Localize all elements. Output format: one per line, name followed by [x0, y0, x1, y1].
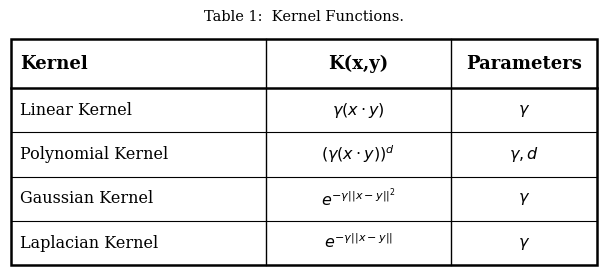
Text: $e^{-\gamma||x-y||}$: $e^{-\gamma||x-y||}$	[323, 234, 393, 252]
Bar	[11, 39, 597, 265]
Text: Parameters: Parameters	[466, 55, 582, 73]
Text: Gaussian Kernel: Gaussian Kernel	[20, 190, 153, 207]
Text: Table 1:  Kernel Functions.: Table 1: Kernel Functions.	[204, 10, 404, 23]
Text: $(\gamma(x \cdot y))^d$: $(\gamma(x \cdot y))^d$	[321, 144, 395, 165]
Text: $\gamma$: $\gamma$	[517, 234, 530, 252]
Text: K(x,y): K(x,y)	[328, 55, 389, 73]
Text: $\gamma, d$: $\gamma, d$	[509, 145, 539, 164]
Text: Polynomial Kernel: Polynomial Kernel	[20, 146, 168, 163]
Text: Linear Kernel: Linear Kernel	[20, 102, 132, 119]
Text: $e^{-\gamma||x-y||^2}$: $e^{-\gamma||x-y||^2}$	[321, 187, 396, 210]
Text: $\gamma$: $\gamma$	[517, 102, 530, 119]
Text: $\gamma(x \cdot y)$: $\gamma(x \cdot y)$	[332, 101, 385, 120]
Text: Kernel: Kernel	[20, 55, 88, 73]
Text: Laplacian Kernel: Laplacian Kernel	[20, 234, 158, 252]
Text: $\gamma$: $\gamma$	[517, 190, 530, 207]
